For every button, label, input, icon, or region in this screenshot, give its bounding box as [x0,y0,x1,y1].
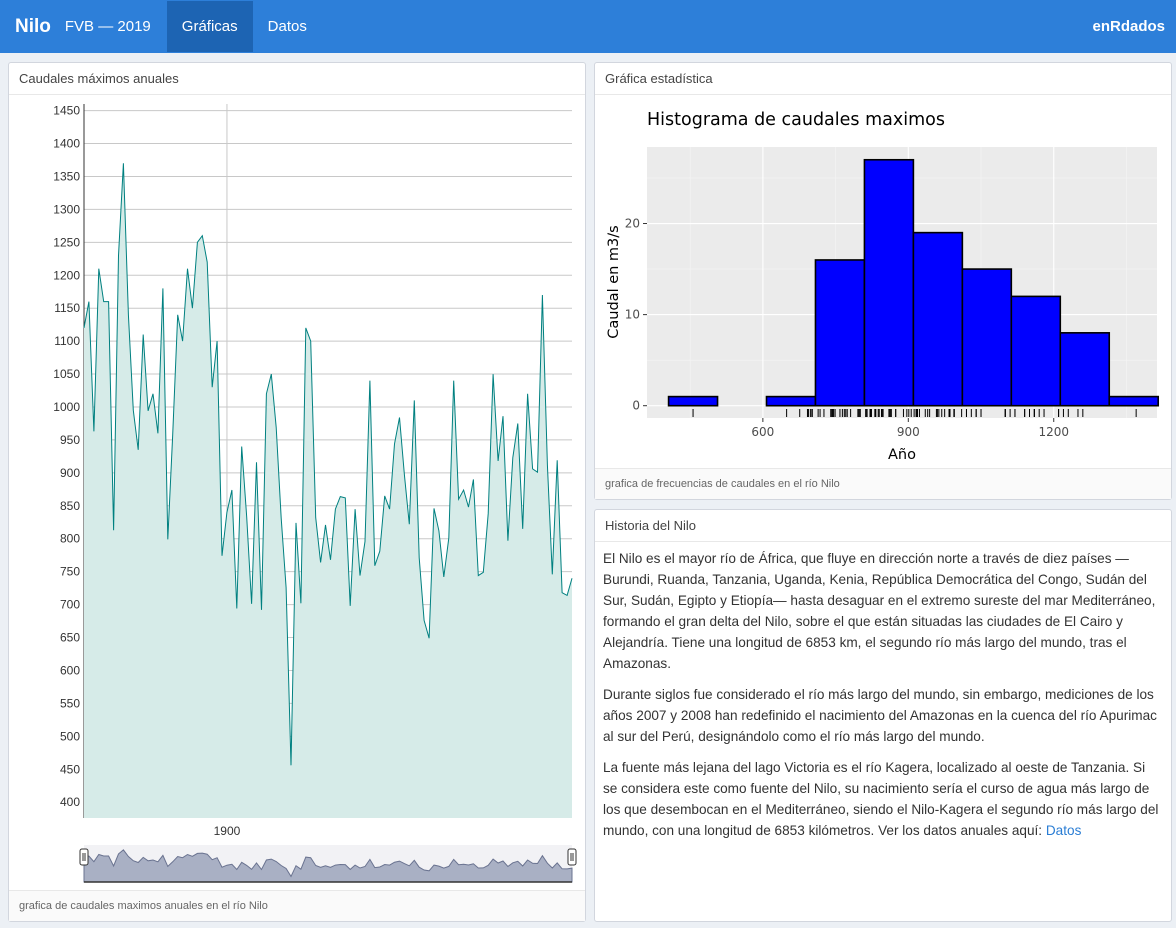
ts-ytick-label: 1450 [53,104,80,118]
ts-ytick-label: 400 [60,795,80,809]
ts-ytick-label: 600 [60,663,80,677]
ts-series-line [83,163,573,766]
histogram-title: Histograma de caudales maximos [647,110,945,130]
hist-bar [1059,332,1111,407]
histogram-box-footer: grafica de frecuencias de caudales en el… [595,468,1171,499]
range-handle-left[interactable] [79,848,89,866]
top-navbar: Nilo FVB — 2019 Gráficas Datos enRdados [0,0,1176,53]
caudales-chart[interactable]: 400 450 500 550 600 650 700 750 800 850 900 950 1000… [9,96,585,886]
tab-graficas[interactable]: Gráficas [166,1,253,52]
ts-ytick-label: 700 [60,598,80,612]
historia-text: El Nilo es el mayor río de África, que f… [603,548,1163,851]
tab-datos[interactable]: Datos [267,18,307,35]
brand-title[interactable]: Nilo [15,15,51,37]
hist-ytick-label: 20 [625,217,640,231]
ts-ytick-label: 1050 [53,367,80,381]
ts-area-fill [84,163,572,819]
ts-ytick-label: 1250 [53,235,80,249]
histogram-chart: Histograma de caudales maximos 600 900 120… [606,110,1160,463]
hist-xtick-label: 1200 [1038,425,1069,439]
caudales-box-footer: grafica de caudales maximos anuales en e… [9,890,585,921]
hist-xtick-label: 600 [751,425,774,439]
ts-ytick-label: 1000 [53,400,80,414]
datos-link[interactable]: Datos [1045,823,1082,838]
range-selector-series [83,849,573,883]
historia-paragraph-2: Durante siglos fue considerado el río má… [603,687,1157,744]
ts-ytick-label: 1300 [53,202,80,216]
ts-ytick-label: 800 [60,532,80,546]
histogram-xlabel: Año [888,447,916,463]
histogram-box: Gráfica estadística Histograma de caudal… [594,62,1172,500]
ts-ytick-label: 1400 [53,137,80,151]
hist-bar [961,268,1013,407]
hist-bar [863,158,915,407]
hist-xtick-label: 900 [897,425,920,439]
brand-subtitle: FVB — 2019 [64,18,151,35]
ts-ytick-label: 500 [60,729,80,743]
hist-ytick-label: 0 [632,399,640,413]
ts-ytick-label: 1350 [53,169,80,183]
ts-ytick-label: 900 [60,466,80,480]
hist-bar [912,231,964,407]
hist-ytick-label: 10 [625,308,640,322]
ts-ytick-label: 650 [60,631,80,645]
range-handle-right[interactable] [567,848,577,866]
hist-bar [667,395,719,407]
histogram-ylabel: Caudal en m3/s [606,225,622,338]
ts-ytick-label: 850 [60,499,80,513]
hist-bar [1010,295,1062,407]
ts-ytick-label: 550 [60,696,80,710]
ts-ytick-label: 1150 [54,301,80,315]
ts-ytick-label: 1100 [54,334,80,348]
hist-bar [765,395,817,407]
ts-xtick-label: 1900 [214,824,241,838]
ts-ytick-label: 950 [60,433,80,447]
historia-paragraph-1: El Nilo es el mayor río de África, que f… [603,551,1156,671]
historia-box-title: Historia del Nilo [595,510,1171,542]
caudales-box: Caudales máximos anuales 400 450 500 550 600… [8,62,586,922]
ts-ytick-label: 750 [60,565,80,579]
nav-link-enrdados[interactable]: enRdados [1092,18,1165,35]
histogram-box-title: Gráfica estadística [595,63,1171,95]
ts-ytick-label: 1200 [53,268,80,282]
hist-bar [814,259,866,407]
historia-paragraph-3-text: La fuente más lejana del lago Victoria e… [603,760,1159,838]
caudales-box-title: Caudales máximos anuales [9,63,585,95]
ts-ytick-label: 450 [60,762,80,776]
historia-box: Historia del Nilo El Nilo es el mayor rí… [594,509,1172,922]
hist-bar [1108,395,1160,407]
historia-paragraph-3: La fuente más lejana del lago Victoria e… [603,757,1163,841]
